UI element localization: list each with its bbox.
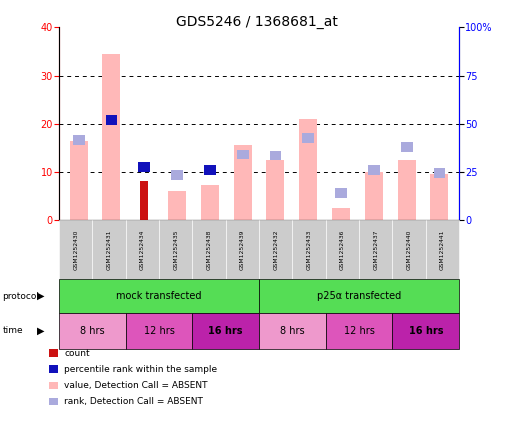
Text: GSM1252440: GSM1252440 (407, 229, 411, 270)
Bar (335, 188, 347, 198)
Bar (201, 185, 219, 220)
Text: GSM1252436: GSM1252436 (340, 229, 345, 270)
Bar (139, 162, 150, 172)
Text: 16 hrs: 16 hrs (408, 326, 443, 336)
Text: 12 hrs: 12 hrs (144, 326, 174, 336)
Text: GSM1252435: GSM1252435 (173, 229, 178, 270)
Text: GSM1252439: GSM1252439 (240, 229, 245, 270)
Text: 8 hrs: 8 hrs (80, 326, 105, 336)
Text: value, Detection Call = ABSENT: value, Detection Call = ABSENT (64, 381, 208, 390)
Text: mock transfected: mock transfected (116, 291, 202, 301)
Text: 12 hrs: 12 hrs (344, 326, 374, 336)
Text: GSM1252432: GSM1252432 (273, 229, 278, 270)
Text: GSM1252430: GSM1252430 (73, 229, 78, 270)
Bar (269, 151, 281, 160)
Bar (398, 160, 416, 220)
Bar (368, 165, 380, 175)
Bar (332, 208, 350, 220)
Text: GSM1252433: GSM1252433 (307, 229, 311, 270)
Text: GSM1252434: GSM1252434 (140, 229, 145, 270)
Text: ▶: ▶ (37, 326, 45, 336)
Text: p25α transfected: p25α transfected (317, 291, 401, 301)
Bar (70, 140, 88, 220)
Text: 8 hrs: 8 hrs (280, 326, 305, 336)
Text: GSM1252437: GSM1252437 (373, 229, 378, 270)
Bar (171, 170, 183, 179)
Text: count: count (64, 349, 90, 358)
Bar (401, 142, 412, 151)
Text: protocol: protocol (3, 291, 40, 301)
Text: GSM1252441: GSM1252441 (440, 229, 445, 270)
Text: GSM1252438: GSM1252438 (207, 229, 211, 270)
Bar (204, 165, 216, 175)
Bar (433, 168, 445, 178)
Bar (266, 160, 285, 220)
Text: GDS5246 / 1368681_at: GDS5246 / 1368681_at (175, 15, 338, 29)
Bar (73, 135, 85, 145)
Bar (302, 133, 314, 143)
Bar (233, 146, 252, 220)
Bar (237, 150, 249, 159)
Text: percentile rank within the sample: percentile rank within the sample (64, 365, 217, 374)
Text: ▶: ▶ (37, 291, 45, 301)
Text: 16 hrs: 16 hrs (208, 326, 243, 336)
Bar (140, 181, 148, 220)
Bar (430, 174, 448, 220)
Text: rank, Detection Call = ABSENT: rank, Detection Call = ABSENT (64, 397, 203, 406)
Bar (168, 191, 186, 220)
Bar (365, 172, 383, 220)
Bar (103, 54, 121, 220)
Text: time: time (3, 327, 23, 335)
Bar (106, 115, 117, 125)
Bar (299, 119, 317, 220)
Text: GSM1252431: GSM1252431 (107, 229, 111, 270)
